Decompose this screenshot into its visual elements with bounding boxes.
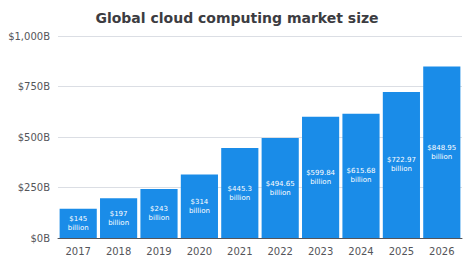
svg-text:2018: 2018 <box>106 246 131 257</box>
svg-text:billion: billion <box>270 189 291 197</box>
svg-text:2023: 2023 <box>308 246 333 257</box>
svg-text:$500B: $500B <box>18 132 50 143</box>
svg-text:2026: 2026 <box>429 246 454 257</box>
svg-text:$314: $314 <box>190 198 208 206</box>
svg-text:2024: 2024 <box>348 246 373 257</box>
svg-text:2017: 2017 <box>65 246 90 257</box>
svg-text:billion: billion <box>391 165 412 173</box>
svg-text:$494.65: $494.65 <box>266 180 295 188</box>
svg-text:$197: $197 <box>110 210 128 218</box>
svg-text:billion: billion <box>149 214 170 222</box>
svg-text:$722.97: $722.97 <box>387 156 416 164</box>
svg-text:$599.84: $599.84 <box>306 169 335 177</box>
svg-text:$615.68: $615.68 <box>347 167 376 175</box>
svg-text:billion: billion <box>431 153 452 161</box>
svg-text:2025: 2025 <box>389 246 414 257</box>
svg-text:2020: 2020 <box>187 246 212 257</box>
svg-text:2022: 2022 <box>267 246 292 257</box>
svg-text:$250B: $250B <box>18 182 50 193</box>
svg-text:$243: $243 <box>150 205 168 213</box>
svg-text:billion: billion <box>351 176 372 184</box>
svg-text:$1,000B: $1,000B <box>8 31 50 42</box>
svg-text:billion: billion <box>229 194 250 202</box>
svg-text:2021: 2021 <box>227 246 252 257</box>
svg-text:billion: billion <box>310 178 331 186</box>
svg-text:$848.95: $848.95 <box>427 144 456 152</box>
svg-text:billion: billion <box>189 207 210 215</box>
svg-text:$145: $145 <box>69 215 87 223</box>
svg-text:billion: billion <box>68 224 89 232</box>
svg-text:2019: 2019 <box>146 246 171 257</box>
svg-text:$0B: $0B <box>30 233 50 244</box>
svg-text:billion: billion <box>108 219 129 227</box>
svg-text:Global cloud computing market: Global cloud computing market size <box>95 10 378 26</box>
svg-text:$750B: $750B <box>18 81 50 92</box>
svg-text:$445.3: $445.3 <box>228 185 253 193</box>
